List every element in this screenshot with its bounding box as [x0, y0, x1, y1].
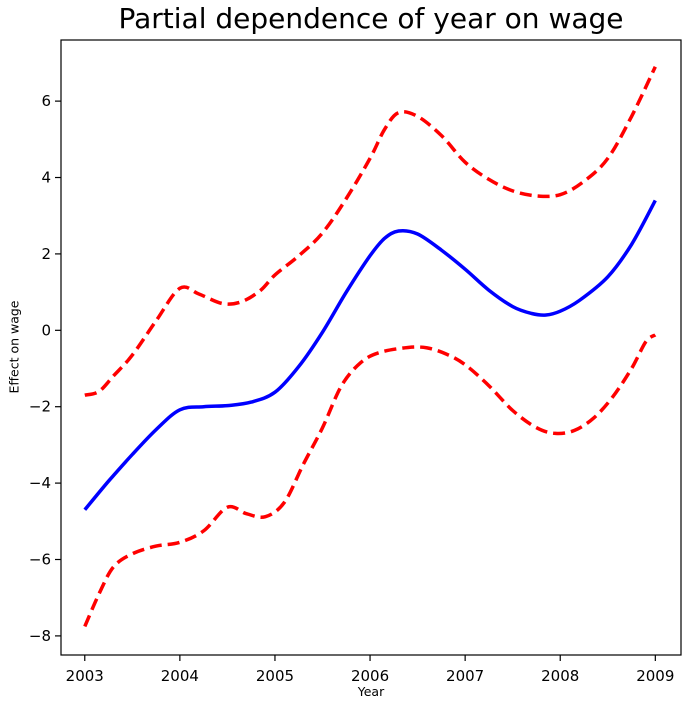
- y-tick-label: −8: [29, 627, 51, 645]
- chart-title: Partial dependence of year on wage: [118, 2, 624, 35]
- x-tick-label: 2007: [446, 667, 484, 685]
- y-tick-label: 0: [41, 321, 51, 339]
- y-tick-label: 4: [41, 169, 51, 187]
- x-tick-label: 2003: [66, 667, 104, 685]
- y-tick-label: 6: [41, 92, 51, 110]
- axes-spines: [60, 39, 682, 656]
- x-tick-label: 2009: [636, 667, 674, 685]
- x-tick-label: 2006: [351, 667, 389, 685]
- x-tick-label: 2008: [541, 667, 579, 685]
- y-tick-label: −4: [29, 474, 51, 492]
- x-axis-label: Year: [357, 684, 385, 699]
- y-tick-label: 2: [41, 245, 51, 263]
- upper-confidence-band-line: [84, 65, 657, 397]
- x-tick-label: 2004: [161, 667, 199, 685]
- lower-confidence-band-line: [83, 333, 657, 628]
- x-tick-label: 2005: [256, 667, 294, 685]
- partial-dependence-fit-line: [83, 199, 657, 511]
- y-tick-label: −6: [29, 551, 51, 569]
- y-tick-label: −2: [29, 398, 51, 416]
